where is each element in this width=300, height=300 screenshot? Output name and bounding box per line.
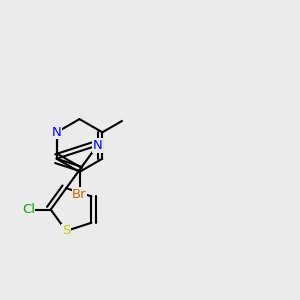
Text: Br: Br	[72, 188, 87, 201]
Text: N: N	[52, 126, 62, 139]
Text: Cl: Cl	[22, 203, 35, 216]
Text: S: S	[62, 224, 70, 237]
Text: N: N	[92, 139, 102, 152]
